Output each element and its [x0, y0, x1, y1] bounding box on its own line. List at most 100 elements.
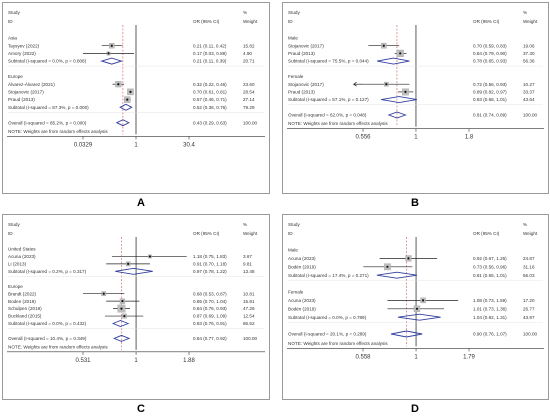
weight-value: 9.81: [243, 262, 252, 267]
subtotal-diamond: [119, 103, 133, 111]
or-ci-value: 0.72 (0.56, 0.93): [473, 82, 507, 87]
group-label: United States: [8, 247, 36, 252]
subtotal-label: Subtotal (I-squared = 17.4%, p = 0.271): [288, 273, 369, 278]
weight-value: 20.71: [243, 59, 255, 64]
weight-value: 100.00: [243, 120, 257, 125]
point-estimate: [385, 83, 388, 86]
x-tick-label: 1.79: [463, 354, 475, 360]
point-estimate: [386, 265, 389, 268]
x-tick-label: 0.531: [75, 358, 91, 364]
study-label: Stojanovic (2017): [288, 82, 324, 87]
weight-value: 3.67: [243, 254, 252, 259]
weight-value: 33.37: [523, 90, 535, 95]
or-ci-value: 0.57 (0.46, 0.71): [193, 97, 227, 102]
or-ci-value: 1.01 (0.73, 1.36): [473, 306, 507, 311]
study-label: Praud (2013): [288, 51, 315, 56]
weight-value: 15.91: [243, 299, 255, 304]
weight-value: 17.20: [523, 298, 535, 303]
percent-header: %: [243, 222, 247, 227]
or-ci-value: 0.91 (0.70, 1.18): [193, 262, 227, 267]
panel-label-c: C: [137, 403, 145, 415]
point-estimate: [399, 52, 402, 55]
point-estimate: [407, 257, 410, 260]
subtotal-diamond: [381, 96, 417, 104]
or-ci-value: 0.84 (0.79, 0.90): [473, 51, 507, 56]
or-header: OR (95% CI): [473, 19, 500, 24]
weight-value: 43.97: [523, 315, 535, 320]
weight-value: 79.29: [243, 105, 255, 110]
x-tick-label: 30.4: [183, 142, 195, 148]
or-header: OR (95% CI): [193, 231, 220, 236]
weight-header: Weight: [243, 19, 258, 24]
x-tick-label: 0.558: [355, 354, 371, 360]
point-estimate: [120, 307, 123, 310]
study-label: Amory (2022): [8, 51, 36, 56]
subtotal-diamond: [115, 267, 153, 275]
or-ci-value: 0.89 (0.82, 0.97): [473, 90, 507, 95]
point-estimate: [421, 299, 425, 302]
or-ci-value: 0.83 (0.76, 0.91): [193, 321, 227, 326]
study-label: Acuna (2023): [288, 298, 316, 303]
subtotal-diamond: [377, 57, 410, 65]
x-tick-label: 1.88: [183, 358, 195, 364]
percent-header: %: [243, 10, 247, 15]
or-ci-value: 0.70 (0.59, 0.83): [473, 43, 507, 48]
forest-panel-b: Study ID OR (95% CI)% Weight Male Stojanovic …: [282, 2, 549, 194]
or-ci-value: 0.87 (0.69, 1.09): [193, 314, 227, 319]
point-estimate: [127, 262, 130, 265]
x-tick-label: 1.8: [465, 135, 474, 141]
weight-value: 4.90: [243, 51, 252, 56]
study-header: Study: [8, 10, 20, 15]
overall-label: Overall (I-squared = 85.2%, p = 0.000): [8, 120, 87, 125]
panel-label-a: A: [137, 197, 145, 209]
forest-panel-a: Study ID OR (95% CI)% Weight Asia Taysyev (20…: [2, 2, 270, 194]
or-ci-value: 0.97 (0.78, 1.22): [193, 269, 227, 274]
x-tick-label: 1: [134, 142, 138, 148]
subtotal-diamond: [111, 320, 130, 327]
study-label: Buckland (2015): [8, 314, 42, 319]
weight-value: 100.00: [523, 332, 537, 337]
study-header: Study: [288, 10, 300, 15]
or-ci-value: 0.85 (0.70, 1.04): [193, 299, 227, 304]
or-ci-value: 0.32 (0.22, 0.46): [193, 82, 227, 87]
ci-arrow: [353, 81, 357, 87]
study-label: Stojanovic (2017): [8, 90, 44, 95]
group-label: Male: [288, 36, 298, 41]
or-ci-value: 0.21 (0.11, 0.39): [193, 59, 227, 64]
id-header: ID: [8, 19, 13, 24]
weight-value: 86.52: [243, 321, 255, 326]
study-header: Study: [288, 222, 300, 227]
weight-value: 24.87: [523, 256, 535, 261]
percent-header: %: [523, 10, 527, 15]
or-ci-value: 0.70 (0.61, 0.81): [193, 90, 227, 95]
weight-value: 19.06: [523, 43, 535, 48]
x-tick-label: 0.0329: [74, 142, 93, 148]
study-label: Bodén (2019): [288, 306, 316, 311]
subtotal-diamond: [397, 313, 441, 321]
point-estimate: [415, 307, 419, 310]
x-tick-label: 0.556: [355, 135, 371, 141]
x-tick-label: 1: [414, 135, 418, 141]
overall-diamond: [112, 334, 131, 342]
forest-plot-svg: Study ID OR (95% CI)% Weight Male Acuna (2023…: [287, 222, 544, 360]
or-ci-value: 0.84 (0.77, 0.92): [193, 336, 227, 341]
point-estimate: [121, 300, 124, 303]
or-ci-value: 0.92 (0.67, 1.26): [473, 256, 507, 261]
weight-value: 10.27: [523, 82, 535, 87]
subtotal-diamond: [376, 271, 418, 279]
id-header: ID: [288, 19, 293, 24]
group-label: Male: [288, 248, 298, 253]
weight-value: 31.16: [523, 264, 535, 269]
overall-label: Overall (I-squared = 10.4%, p = 0.349): [8, 336, 87, 341]
footnote: NOTE: Weights are from random effects an…: [8, 344, 108, 349]
weight-value: 13.48: [243, 269, 255, 274]
weight-value: 27.14: [243, 97, 255, 102]
point-estimate: [148, 255, 152, 258]
point-estimate: [107, 52, 110, 55]
subtotal-label: Subtotal (I-squared = 87.3%, p = 0.000): [8, 105, 89, 110]
or-ci-value: 0.52 (0.36, 0.76): [193, 105, 227, 110]
point-estimate: [117, 83, 120, 86]
percent-header: %: [523, 222, 527, 227]
group-label: Female: [288, 74, 304, 79]
panel-label-d: D: [411, 403, 419, 415]
